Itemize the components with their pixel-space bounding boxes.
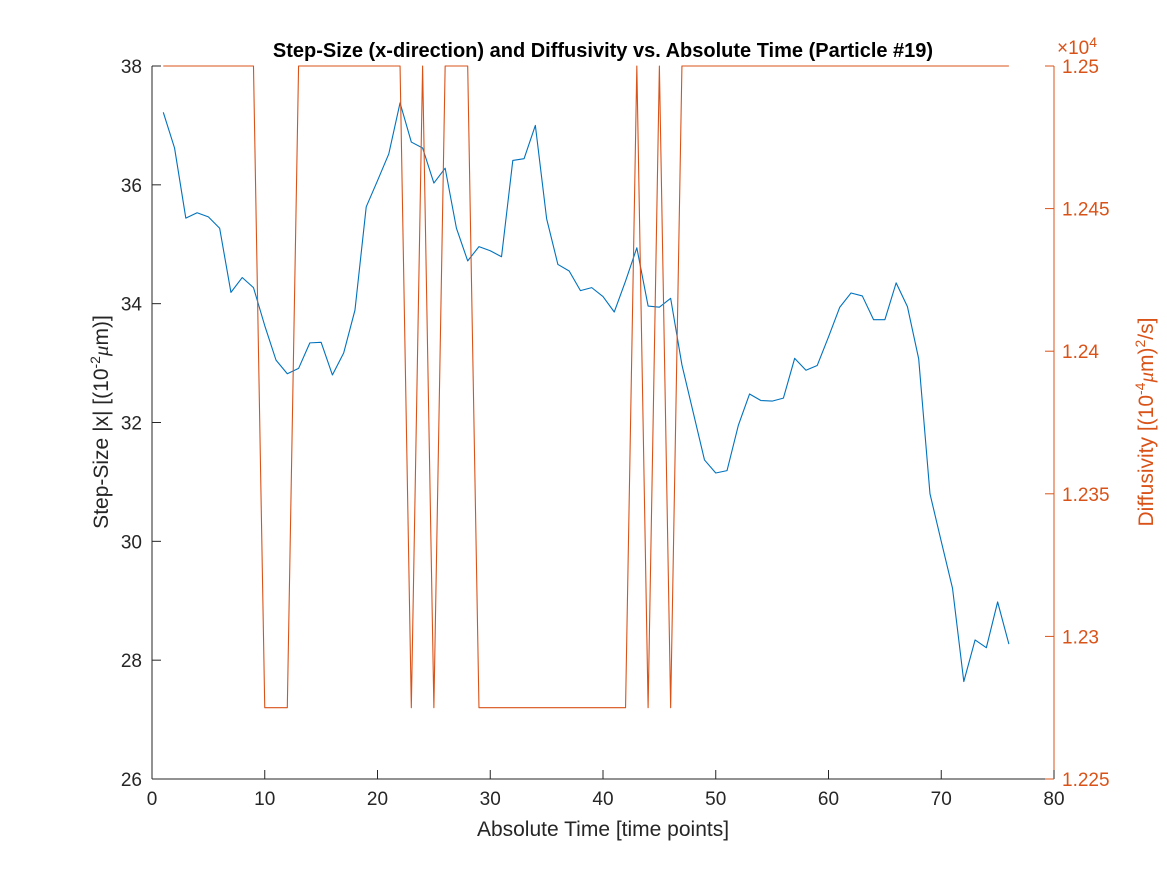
y-right-tick-label: 1.235 (1062, 485, 1110, 506)
series-line-diffusivity (163, 65, 1009, 709)
y-axis-left-label-text: Step-Size |x| [(10 (90, 369, 113, 529)
y-left-tick-label: 32 (121, 414, 142, 435)
y-left-tick-label: 36 (121, 176, 142, 197)
x-tick-label: 0 (147, 789, 158, 810)
right-axis-multiplier-exp: 4 (1089, 34, 1097, 50)
x-tick-label: 10 (254, 789, 275, 810)
y-axis-left-label-tail: m)] (90, 315, 113, 345)
y-left-tick-label: 38 (121, 57, 142, 78)
right-axis-multiplier-base: ×10 (1057, 38, 1089, 59)
y-left-tick-label: 26 (121, 770, 142, 791)
y-axis-right-label-sup: -4 (1132, 382, 1148, 395)
y-left-tick-label: 28 (121, 651, 142, 672)
y-axis-right-label-tail: /s] (1135, 318, 1158, 340)
y-axis-right-label: Diffusivity [(10-4μm)2/s] (1132, 318, 1158, 527)
y-axis-left-label-sup: -2 (87, 356, 103, 369)
series-line-step-size (162, 102, 1010, 683)
x-tick-label: 70 (931, 789, 952, 810)
x-tick-label: 30 (480, 789, 501, 810)
ticks-layer: 0 10 20 30 40 50 60 70 80 26 28 30 32 34 36 38 1.225 1.23… (121, 57, 1110, 810)
y-left-tick-label: 30 (121, 532, 142, 553)
y-right-tick-label: 1.24 (1062, 342, 1099, 363)
y-right-tick-label: 1.245 (1062, 200, 1110, 221)
y-axis-right-label-sup2: 2 (1132, 339, 1148, 347)
y-axis-right-label-text: Diffusivity [(10 (1135, 395, 1158, 527)
y-right-tick-label: 1.23 (1062, 627, 1099, 648)
chart-title: Step-Size (x-direction) and Diffusivity … (273, 40, 933, 62)
y-axis-right-label-mid: m) (1135, 347, 1158, 372)
y-axis-left-label-mu: μ (89, 346, 113, 358)
y-right-tick-label: 1.225 (1062, 770, 1110, 791)
series-layer (162, 65, 1010, 709)
y-axis-left-label: Step-Size |x| [(10-2μm)] (87, 315, 113, 529)
y-axis-right-label-mu: μ (1134, 372, 1158, 384)
x-tick-label: 40 (592, 789, 613, 810)
y-left-tick-label: 34 (121, 295, 143, 316)
x-tick-label: 50 (705, 789, 726, 810)
right-axis-multiplier: ×104 (1057, 34, 1097, 59)
x-tick-label: 80 (1043, 789, 1064, 810)
y-right-tick-label: 1.25 (1062, 57, 1099, 78)
x-axis-label: Absolute Time [time points] (477, 818, 729, 841)
x-tick-label: 20 (367, 789, 388, 810)
x-tick-label: 60 (818, 789, 839, 810)
